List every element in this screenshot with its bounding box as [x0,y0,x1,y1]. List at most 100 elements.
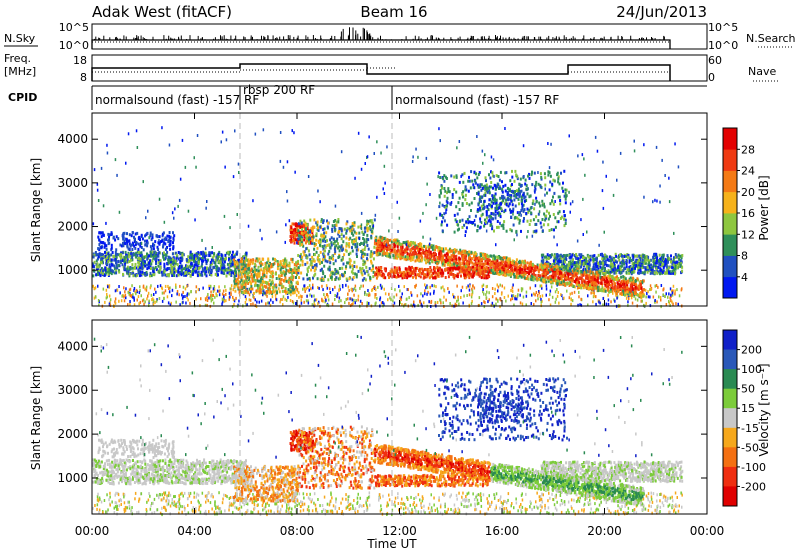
data-cell [165,248,167,251]
data-cell [353,261,355,264]
data-cell [305,247,307,250]
data-cell [160,284,162,287]
data-cell [162,287,164,290]
data-cell [134,267,136,270]
data-cell [566,290,568,293]
data-cell [334,268,336,271]
data-cell [679,294,681,297]
data-cell [424,292,426,295]
data-cell [456,300,458,303]
data-cell [185,271,187,274]
data-cell [325,299,327,302]
data-cell [636,255,638,258]
data-cell [235,268,237,271]
data-cell [132,274,134,277]
data-cell [283,262,285,265]
data-cell [366,293,368,296]
data-cell [144,273,146,276]
data-cell [310,263,312,266]
data-cell [172,237,174,240]
data-cell [304,290,306,293]
data-cell [339,267,341,270]
data-cell [230,287,232,290]
data-cell [615,272,617,275]
data-cell [369,267,371,270]
data-cell [259,301,261,304]
data-cell [102,272,104,275]
data-cell [272,275,274,278]
data-cell [436,256,438,259]
data-cell [364,261,366,264]
data-cell [263,274,265,277]
data-cell [306,295,308,298]
data-cell [292,300,294,303]
data-cell [342,285,344,288]
data-cell [153,270,155,273]
data-cell [95,296,97,299]
data-cell [132,231,134,234]
data-cell [168,261,170,264]
data-cell [388,293,390,296]
data-cell [181,254,183,257]
data-cell [333,262,335,265]
data-cell [344,228,346,231]
data-cell [166,251,168,254]
data-cell [312,266,314,269]
data-cell [201,259,203,262]
data-cell [305,224,307,227]
data-cell [400,298,402,301]
data-cell [668,292,670,295]
data-cell [578,291,580,294]
data-cell [583,263,585,266]
data-cell [262,280,264,283]
data-cell [263,292,265,295]
data-cell [168,273,170,276]
data-cell [380,284,382,287]
data-cell [504,296,506,299]
data-cell [365,266,367,269]
data-cell [317,286,319,289]
data-cell [272,258,274,261]
data-cell [361,302,363,305]
data-cell [310,287,312,290]
data-cell [349,266,351,269]
data-cell [293,288,295,291]
data-cell [485,293,487,296]
data-cell [656,284,658,287]
data-cell [228,267,230,270]
data-cell [210,291,212,294]
data-cell [301,238,303,241]
data-cell [558,302,560,305]
data-cell [177,274,179,277]
data-cell [141,271,143,274]
data-cell [659,254,661,257]
data-cell [165,289,167,292]
data-cell [209,266,211,269]
data-cell [300,295,302,298]
data-cell [124,257,126,260]
data-cell [367,289,369,292]
data-cell [398,285,400,288]
data-cell [264,285,266,288]
data-cell [656,259,658,262]
data-cell [629,261,631,264]
data-cell [152,236,154,239]
data-cell [322,258,324,261]
data-cell [568,264,570,267]
data-cell [111,258,113,261]
data-cell [346,262,348,265]
data-cell [558,291,560,294]
data-cell [124,267,126,270]
data-cell [190,251,192,254]
data-cell [256,269,258,272]
data-cell [571,254,573,257]
data-cell [252,258,254,261]
data-cell [362,255,364,258]
data-cell [249,261,251,264]
data-cell [306,273,308,276]
data-cell [235,297,237,300]
data-cell [638,259,640,262]
data-cell [168,267,170,270]
data-cell [632,302,634,305]
data-cell [155,262,157,265]
